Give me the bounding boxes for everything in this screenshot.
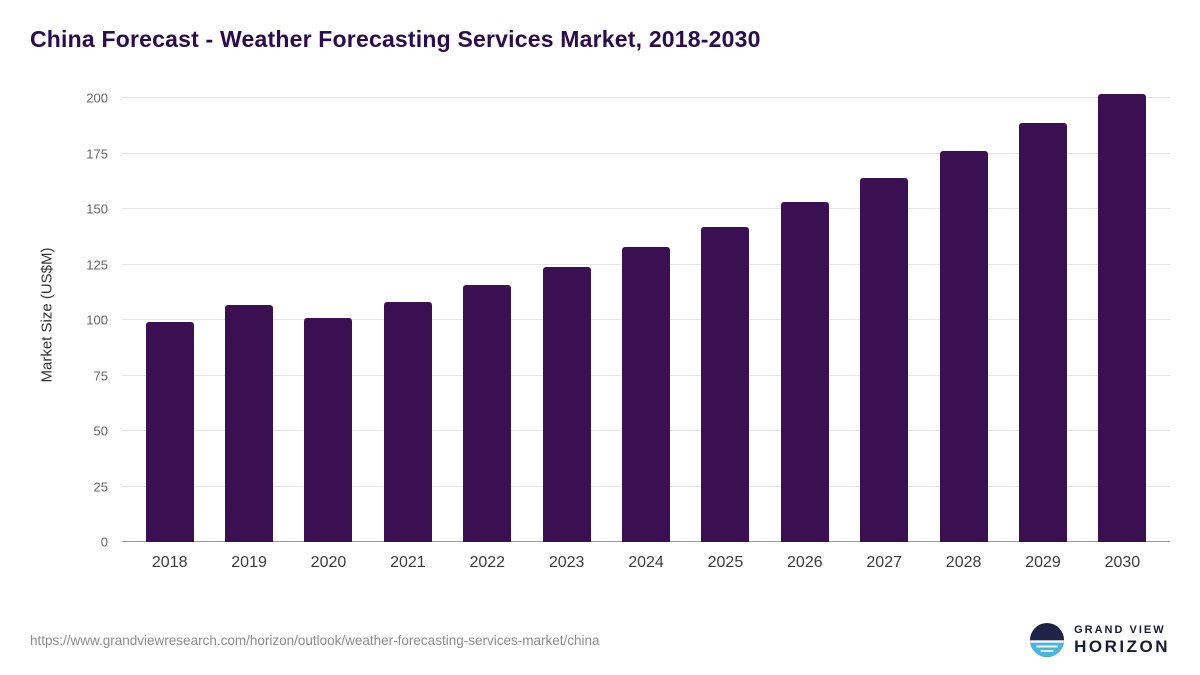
- bar-2030: [1098, 93, 1147, 542]
- y-tick-label: 200: [86, 90, 108, 106]
- x-tick-label: 2026: [787, 554, 823, 571]
- bar-slot: [130, 87, 209, 542]
- bar-2027: [860, 178, 909, 542]
- gridline: [122, 97, 1170, 99]
- bar-slot: [606, 87, 685, 542]
- x-tick-label: 2022: [469, 554, 506, 571]
- bars-layer: [122, 87, 1170, 542]
- x-tick-label: 2025: [707, 554, 744, 571]
- bar-slot: [1003, 87, 1082, 542]
- brand-text: GRAND VIEW HORIZON: [1074, 624, 1170, 656]
- footer: https://www.grandviewresearch.com/horizo…: [30, 623, 1170, 657]
- brand-logo: GRAND VIEW HORIZON: [1030, 623, 1170, 657]
- x-tick-label: 2029: [1025, 554, 1061, 571]
- horizon-circle-icon: [1030, 623, 1065, 657]
- gridline: [122, 152, 1170, 154]
- y-tick-label: 175: [86, 146, 108, 162]
- y-axis-title-column: Market Size (US$M): [30, 87, 64, 542]
- y-tick-label: 50: [93, 423, 108, 439]
- x-tick-label: 2028: [945, 554, 982, 571]
- bar-2023: [542, 266, 591, 542]
- bar-slot: [527, 87, 606, 542]
- y-tick-label: 150: [86, 201, 108, 217]
- bar-slot: [368, 87, 447, 542]
- y-tick-label: 125: [86, 257, 108, 273]
- x-tick-label: 2018: [151, 554, 188, 571]
- bar-2021: [383, 302, 432, 542]
- bar-2025: [701, 226, 750, 542]
- y-tick-label: 100: [86, 312, 108, 328]
- gridline: [122, 208, 1170, 210]
- y-tick-label: 0: [100, 534, 108, 550]
- bar-2022: [463, 284, 512, 542]
- source-url: https://www.grandviewresearch.com/horizo…: [30, 632, 600, 648]
- bar-slot: [686, 87, 765, 542]
- bar-2024: [622, 246, 671, 542]
- bar-2028: [939, 151, 988, 542]
- bar-slot: [1083, 87, 1162, 542]
- x-tick-label: 2024: [628, 554, 664, 571]
- x-tick-label: 2020: [310, 554, 347, 571]
- plot-column: 0 25 50 75 100 125 150 175 200 2018 2019 2020 2021 2…: [86, 87, 1170, 589]
- y-tick-label: 75: [93, 368, 108, 384]
- chart-area: Market Size (US$M) 0 25 50 75 100 125 150 175 20…: [30, 87, 1170, 589]
- bar-slot: [765, 87, 844, 542]
- y-axis-title: Market Size (US$M): [38, 246, 56, 383]
- y-tick-label: 25: [93, 479, 108, 495]
- plot-area: 0 25 50 75 100 125 150 175 200: [86, 87, 1170, 550]
- bar-2019: [225, 304, 274, 542]
- chart-title: China Forecast - Weather Forecasting Ser…: [30, 26, 761, 52]
- x-labels: 2018 2019 2020 2021 2022 2023 2024 2025 2026 2027…: [122, 554, 1170, 572]
- bar-2020: [304, 317, 353, 542]
- x-tick-label: 2019: [231, 554, 267, 571]
- bar-slot: [845, 87, 924, 542]
- bar-2026: [780, 202, 829, 542]
- bar-slot: [289, 87, 368, 542]
- bar-2018: [145, 322, 194, 542]
- bar-slot: [209, 87, 288, 542]
- bar-slot: [448, 87, 527, 542]
- brand-line2: HORIZON: [1074, 636, 1170, 656]
- x-tick-label: 2027: [866, 554, 902, 571]
- brand-line1: GRAND VIEW: [1074, 623, 1166, 636]
- x-tick-label: 2021: [390, 554, 426, 571]
- bar-2029: [1018, 122, 1067, 542]
- x-tick-label: 2030: [1104, 554, 1141, 571]
- bar-slot: [924, 87, 1003, 542]
- x-tick-label: 2023: [548, 554, 585, 571]
